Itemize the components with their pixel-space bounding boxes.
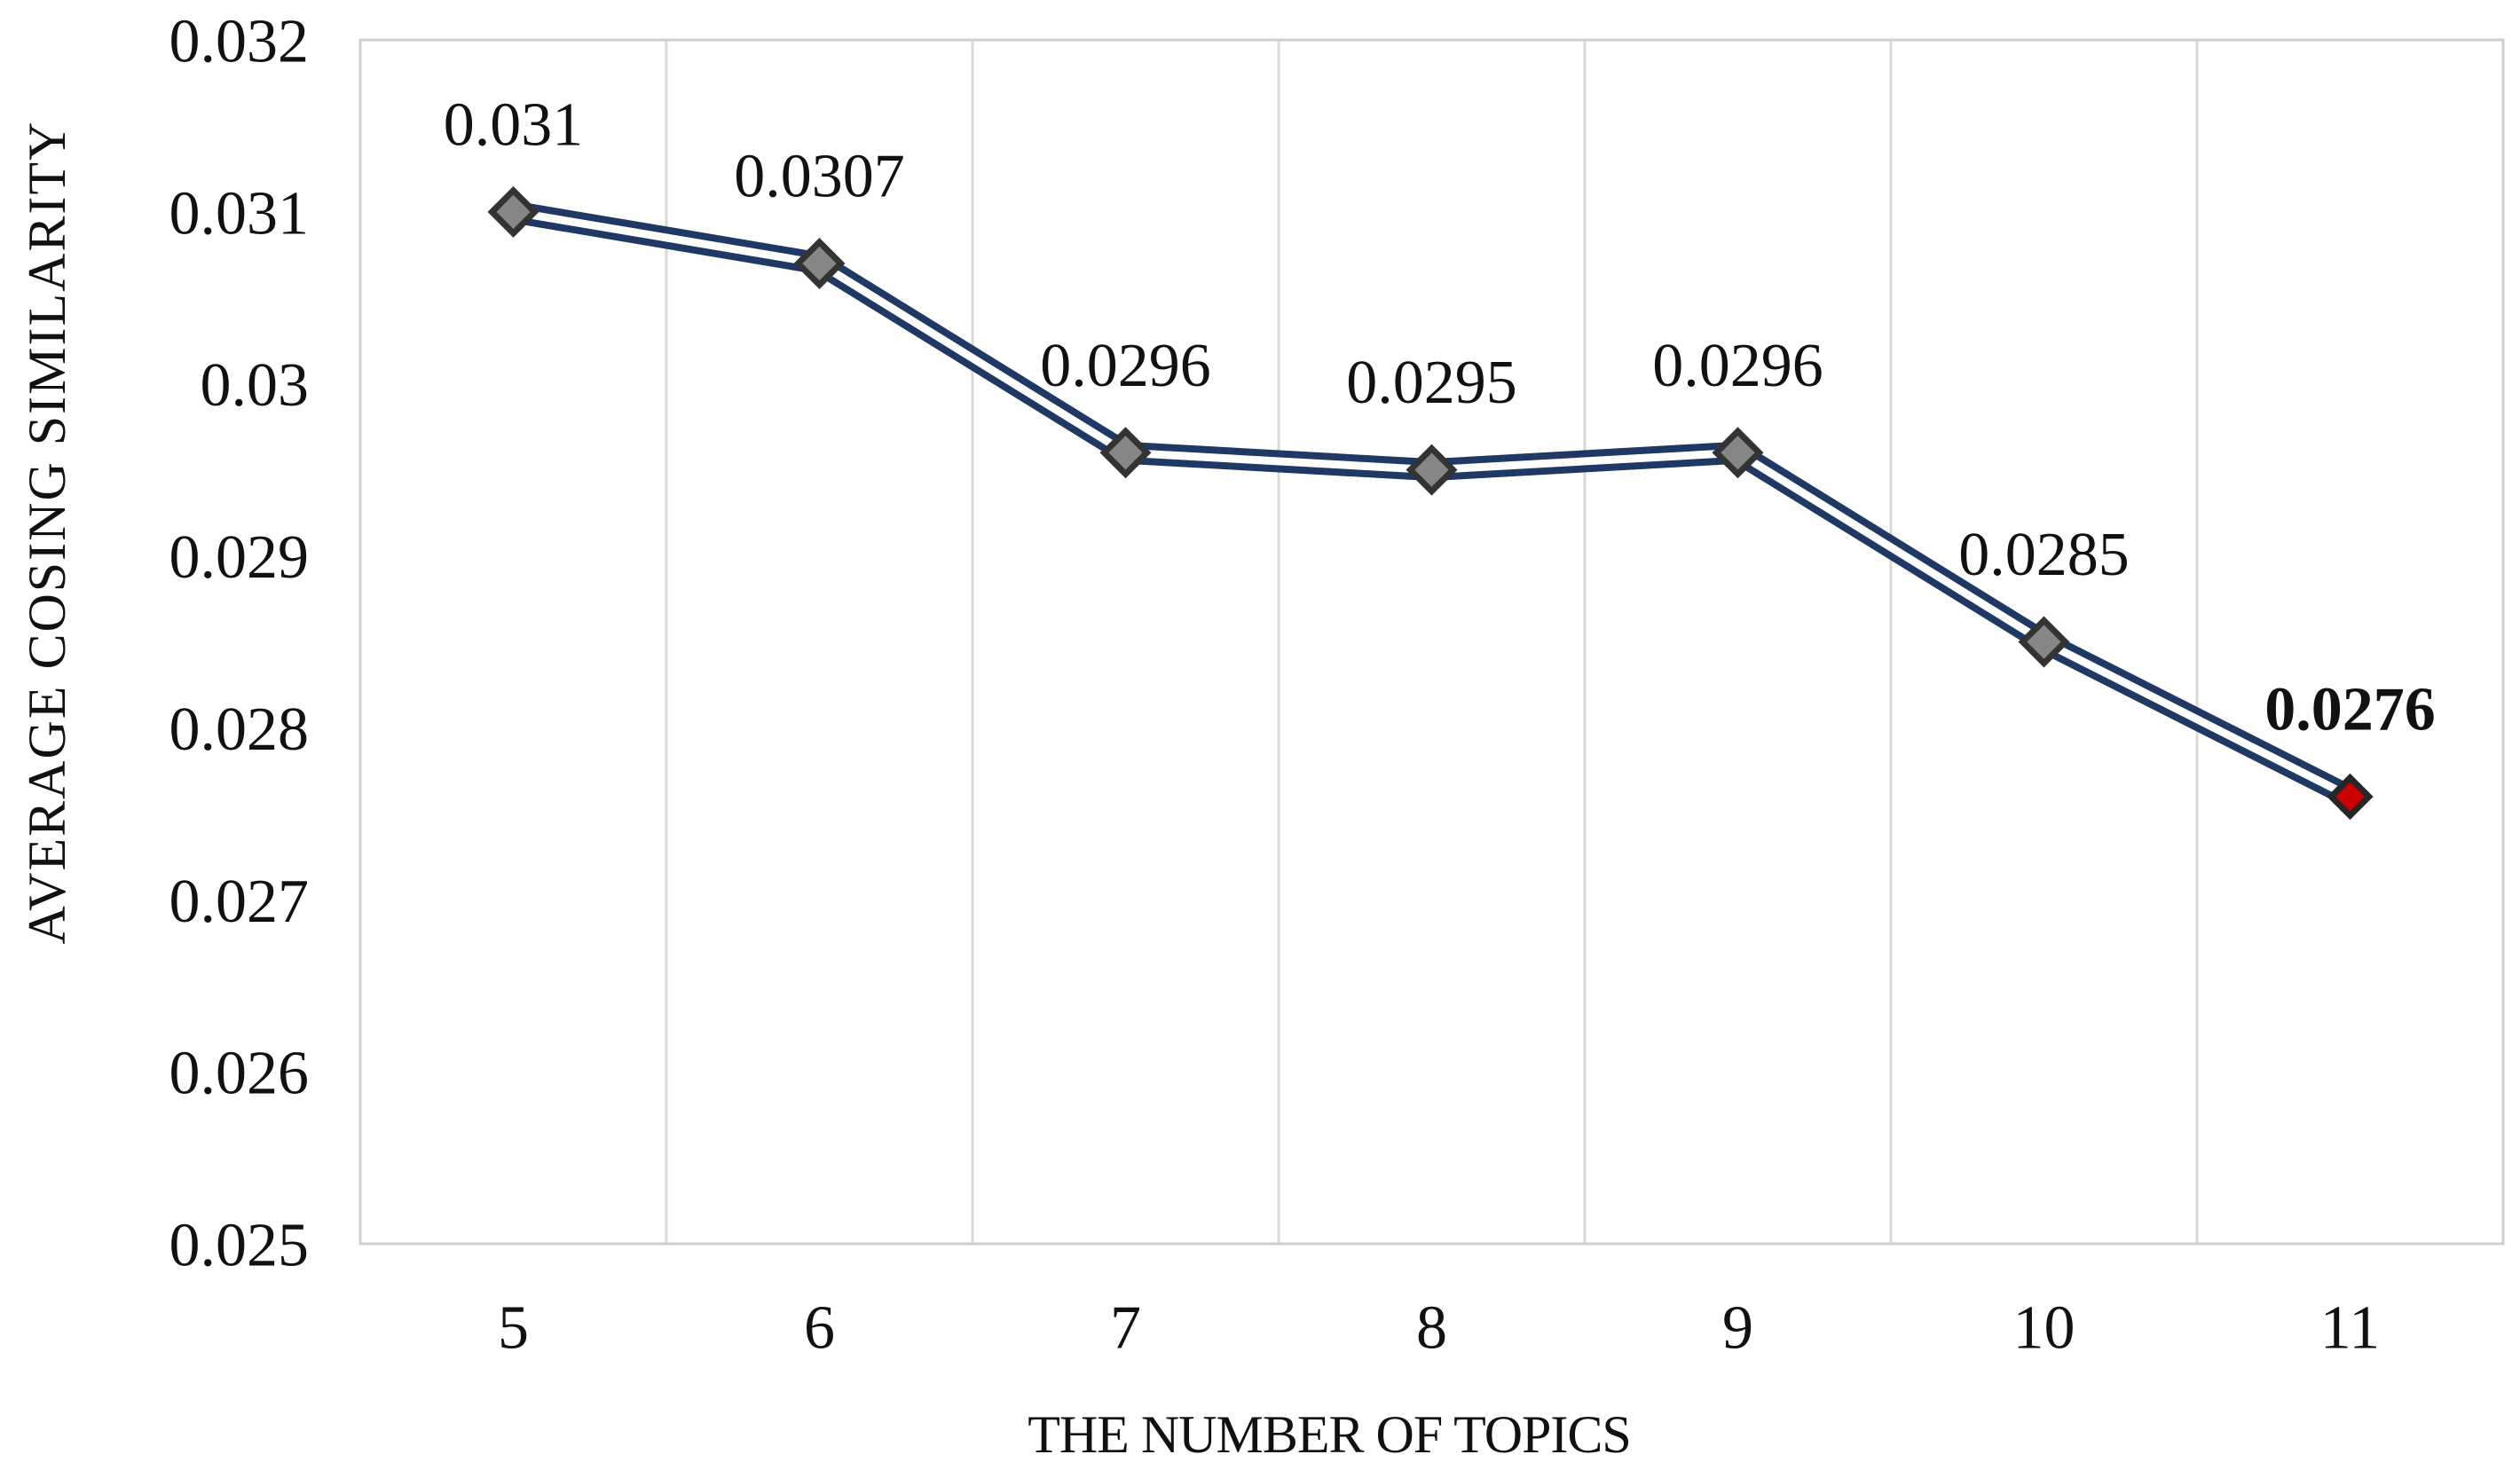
y-tick-label: 0.031	[169, 179, 310, 248]
y-axis-title: AVERAGE COSING SIMILARITY	[18, 121, 76, 945]
y-tick-label: 0.026	[169, 1040, 310, 1108]
y-tick-label: 0.03	[201, 351, 310, 420]
y-tick-label: 0.025	[169, 1212, 310, 1280]
data-label: 0.0296	[1040, 332, 1211, 400]
data-point-marker-highlight	[2327, 773, 2374, 821]
x-tick-label: 9	[1722, 1294, 1753, 1363]
x-tick-label: 11	[2320, 1294, 2380, 1363]
data-point-marker	[793, 238, 846, 290]
data-label: 0.031	[444, 90, 584, 159]
y-tick-label: 0.027	[169, 868, 310, 936]
y-tick-label: 0.032	[169, 8, 310, 76]
data-point-marker	[1712, 427, 1764, 479]
data-point-marker	[1099, 427, 1152, 479]
x-tick-label: 10	[2013, 1294, 2075, 1363]
data-label: 0.0295	[1346, 349, 1517, 417]
data-label: 0.0307	[734, 143, 905, 211]
data-point-marker	[1406, 444, 1458, 496]
x-tick-label: 7	[1110, 1294, 1141, 1363]
y-tick-label: 0.028	[169, 696, 310, 764]
x-axis-title: THE NUMBER OF TOPICS	[1028, 1405, 1631, 1464]
data-label: 0.0276	[2264, 675, 2436, 743]
data-point-marker	[2018, 616, 2070, 668]
x-tick-label: 8	[1416, 1294, 1447, 1363]
data-label: 0.0296	[1652, 332, 1823, 400]
data-point-marker	[487, 185, 539, 238]
plot-border	[358, 38, 2505, 1246]
x-tick-label: 6	[804, 1294, 835, 1363]
data-label: 0.0285	[1958, 521, 2130, 589]
plot-area	[360, 40, 2503, 1244]
y-tick-label: 0.029	[169, 523, 310, 592]
x-tick-label: 5	[498, 1294, 529, 1363]
